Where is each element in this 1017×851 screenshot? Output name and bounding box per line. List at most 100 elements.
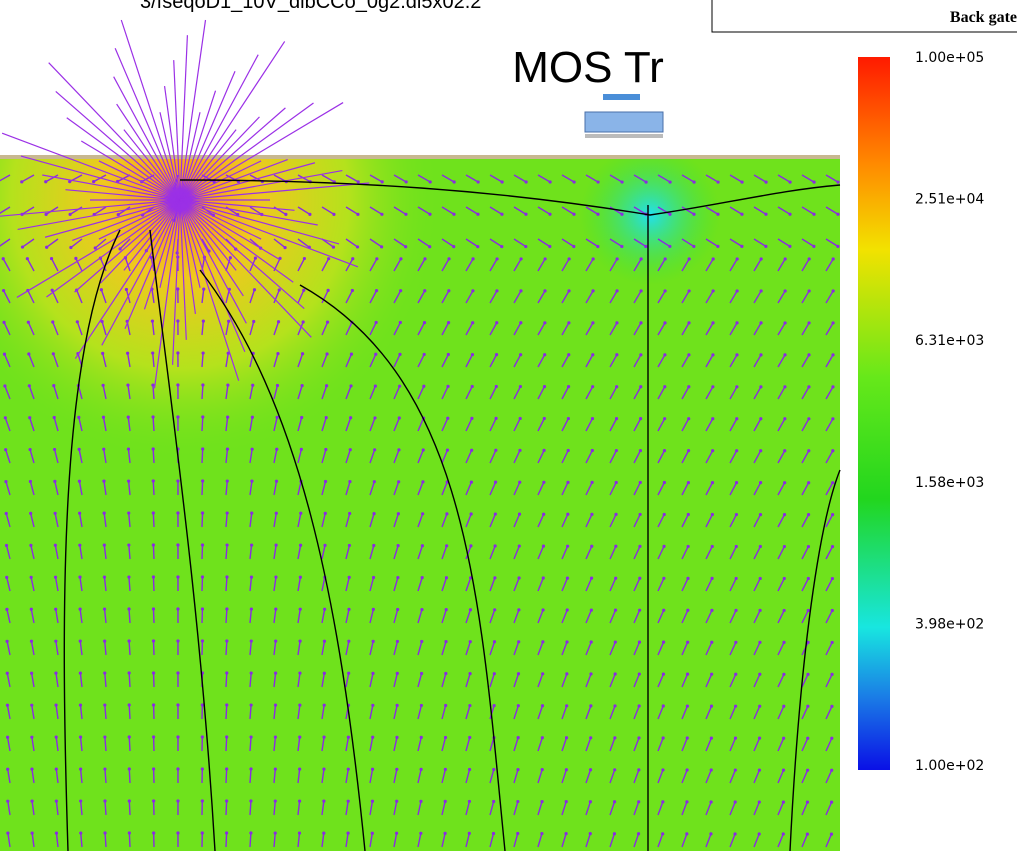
arrow-head [685,800,689,804]
arrow-head [781,832,785,836]
field-arrow [585,450,593,464]
arrow-head [380,180,384,184]
arrow-head [661,736,665,740]
field-arrow [561,386,570,400]
arrow-head [467,767,472,772]
arrow-head [807,321,811,325]
arrow-head [2,288,6,293]
arrow-head [639,353,643,357]
field-arrow [537,238,551,248]
field-arrow [369,801,374,816]
arrow-head [709,832,713,836]
field-line [299,284,506,851]
arrow-head [200,735,204,739]
field-arrow [3,353,11,368]
field-arrow [705,418,714,432]
field-arrow [489,577,496,592]
arrow-head [740,180,744,184]
arrow-head [734,608,738,612]
field-arrow [179,199,318,226]
field-arrow [753,642,761,656]
field-arrow [801,290,810,304]
arrow-head [225,671,229,675]
field-arrow [753,514,762,528]
arrow-head [404,212,408,216]
field-arrow [729,418,738,432]
field-arrow [417,238,431,248]
arrow-head [79,799,83,803]
field-arrow [489,641,496,656]
field-arrow [753,290,762,304]
arrow-head [782,513,787,517]
arrow-head [589,608,593,612]
field-arrow [609,322,618,336]
field-arrow [585,514,593,528]
arrow-head [494,353,499,357]
field-arrow [179,35,189,201]
colorbar-label: 3.98e+02 [915,616,984,632]
field-arrow [777,769,785,784]
arrow-head [469,544,473,548]
arrow-head [588,768,593,772]
field-arrow [249,608,253,624]
arrow-head [831,353,835,357]
field-arrow [7,833,11,848]
arrow-head [2,352,7,356]
field-arrow [249,577,253,592]
field-arrow [801,674,809,688]
field-arrow [681,258,690,272]
arrow-head [374,289,379,293]
arrow-head [27,384,31,388]
arrow-head [806,544,811,549]
field-arrow [29,513,35,528]
arrow-head [468,735,472,740]
arrow-head [734,544,738,549]
field-arrow [681,482,690,496]
field-arrow [179,169,343,201]
arrow-head [228,256,232,260]
field-arrow [249,736,252,752]
arrow-head [202,287,206,291]
arrow-head [710,672,714,676]
field-arrow [393,833,398,848]
field-arrow [113,76,181,201]
arrow-head [226,415,230,419]
field-arrow [17,199,181,231]
field-arrow [321,290,329,304]
field-arrow [441,737,447,752]
arrow-head [663,257,667,261]
arrow-head [663,417,667,421]
field-arrow [753,705,761,720]
colorbar-label: 1.58e+03 [915,475,984,491]
field-arrow [753,833,760,848]
arrow-head [566,385,571,389]
arrow-head [52,415,56,420]
field-arrow [128,672,131,688]
field-arrow [369,769,374,784]
arrow-head [783,417,787,421]
field-arrow [159,112,181,201]
colorbar-label: 6.31e+03 [915,333,984,349]
field-arrow [441,386,449,400]
arrow-head [278,256,282,260]
field-arrow [657,174,671,183]
field-arrow [104,768,107,784]
field-arrow [777,450,786,464]
field-arrow [777,578,785,592]
arrow-head [663,289,667,293]
field-arrow [117,206,131,216]
arrow-head [30,767,34,771]
field-arrow [513,322,522,336]
arrow-head [476,212,480,216]
field-arrow [513,450,521,464]
field-arrow [30,641,35,656]
legend-box [711,0,1017,33]
arrow-head [662,544,666,548]
arrow-head [176,351,180,355]
arrow-head [806,608,810,613]
arrow-head [493,576,497,580]
arrow-head [102,511,106,515]
field-arrow [417,609,423,624]
field-arrow [801,206,815,215]
field-arrow [633,238,647,248]
